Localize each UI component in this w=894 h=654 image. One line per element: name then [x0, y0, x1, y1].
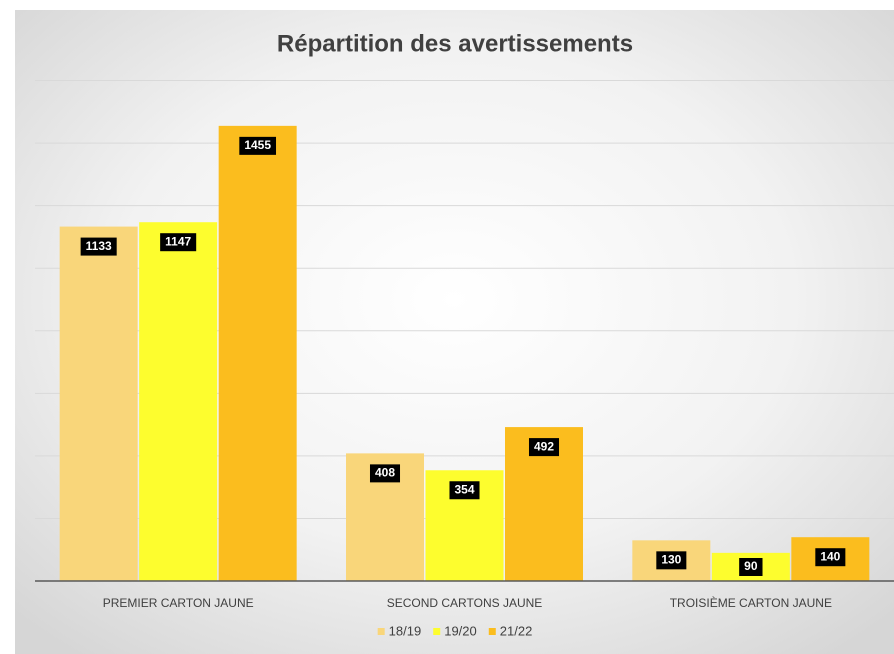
data-label-text: 408	[375, 466, 395, 480]
legend: 18/19 19/20 21/22	[377, 623, 533, 638]
legend-swatch	[488, 628, 496, 635]
legend-swatch	[433, 628, 441, 635]
bar	[218, 125, 297, 581]
data-label-box	[815, 548, 846, 567]
data-label-text: 492	[534, 439, 554, 453]
chart-title: Répartition des avertissements	[277, 30, 633, 57]
data-label-box	[239, 136, 277, 155]
legend-label: 18/19	[389, 623, 422, 638]
x-tick-label: PREMIER CARTON JAUNE	[103, 596, 254, 610]
data-label: 90	[739, 558, 763, 576]
data-label: 1455	[239, 136, 277, 155]
data-label-text: 140	[820, 549, 840, 563]
data-label-box	[80, 237, 117, 256]
data-label: 1147	[160, 233, 197, 252]
data-label-box	[369, 464, 401, 483]
bar	[59, 226, 138, 581]
data-label-text: 1455	[244, 138, 271, 152]
data-label: 140	[815, 548, 846, 567]
legend-swatch	[377, 628, 385, 635]
data-label-box	[739, 558, 763, 576]
data-label-box	[528, 438, 560, 457]
x-tick-label: TROISIÈME CARTON JAUNE	[670, 595, 832, 610]
data-label-box	[160, 233, 197, 252]
data-label-box	[449, 481, 480, 500]
data-label-text: 90	[744, 559, 758, 573]
data-label: 492	[528, 438, 560, 457]
bar	[139, 222, 218, 582]
data-label-text: 354	[454, 482, 474, 496]
data-label: 1133	[80, 237, 117, 256]
legend-label: 19/20	[444, 623, 477, 638]
data-label-text: 1147	[165, 234, 191, 248]
data-label: 354	[449, 481, 480, 500]
legend-label: 21/22	[500, 623, 533, 638]
data-label: 408	[369, 464, 401, 483]
data-label-text: 130	[661, 553, 681, 567]
data-label-text: 1133	[86, 239, 112, 253]
data-label-box	[656, 551, 687, 570]
data-label: 130	[656, 551, 687, 570]
x-tick-label: SECOND CARTONS JAUNE	[387, 596, 543, 610]
